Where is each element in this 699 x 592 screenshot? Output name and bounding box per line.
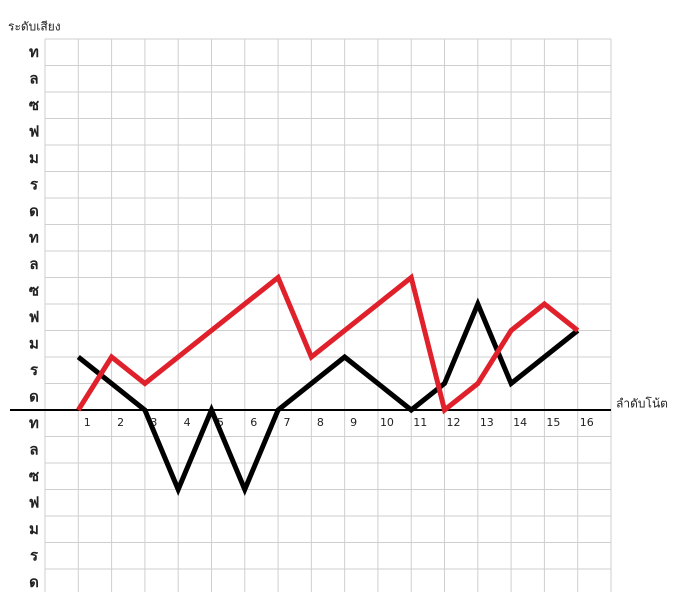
- x-tick-label: 1: [84, 416, 91, 429]
- x-tick-label: 12: [447, 416, 461, 429]
- y-tick-label: ด: [29, 202, 39, 220]
- x-tick-label: 13: [480, 416, 494, 429]
- y-tick-label: ร: [30, 361, 39, 379]
- x-tick-label: 15: [546, 416, 560, 429]
- y-tick-label: ฟ: [29, 308, 40, 326]
- y-tick-label: ฟ: [29, 123, 40, 141]
- x-tick-label: 11: [413, 416, 427, 429]
- x-tick-label: 9: [350, 416, 357, 429]
- y-tick-label: ซ: [29, 96, 39, 114]
- x-tick-label: 3: [150, 416, 157, 429]
- x-tick-label: 4: [184, 416, 191, 429]
- x-tick-label: 10: [380, 416, 394, 429]
- y-tick-label: ล: [29, 70, 38, 88]
- y-tick-label: ท: [29, 229, 39, 247]
- x-tick-label: 5: [217, 416, 224, 429]
- y-tick-label: ล: [29, 441, 38, 459]
- y-tick-label: ล: [29, 255, 38, 273]
- y-tick-label: ฟ: [29, 494, 40, 512]
- y-tick-label: ด: [29, 573, 39, 591]
- y-tick-label: ม: [29, 520, 39, 538]
- y-axis-title: ระดับเสียง: [8, 20, 61, 34]
- x-axis-title: ลำดับโน้ต: [616, 397, 668, 411]
- y-tick-label: ม: [29, 149, 39, 167]
- x-tick-label: 8: [317, 416, 324, 429]
- x-tick-label: 16: [580, 416, 594, 429]
- y-tick-label: ซ: [29, 282, 39, 300]
- y-tick-label: ร: [30, 176, 39, 194]
- y-tick-label: ซ: [29, 467, 39, 485]
- y-tick-label: ท: [29, 43, 39, 61]
- x-tick-label: 14: [513, 416, 527, 429]
- series-line: [76, 297, 580, 496]
- x-tick-label: 7: [284, 416, 291, 429]
- y-tick-label: ท: [29, 414, 39, 432]
- y-tick-label: ร: [30, 547, 39, 565]
- y-tick-label: ม: [29, 335, 39, 353]
- x-tick-label: 2: [117, 416, 124, 429]
- x-tick-label: 6: [250, 416, 257, 429]
- series-line: [76, 273, 580, 415]
- y-tick-label: ด: [29, 388, 39, 406]
